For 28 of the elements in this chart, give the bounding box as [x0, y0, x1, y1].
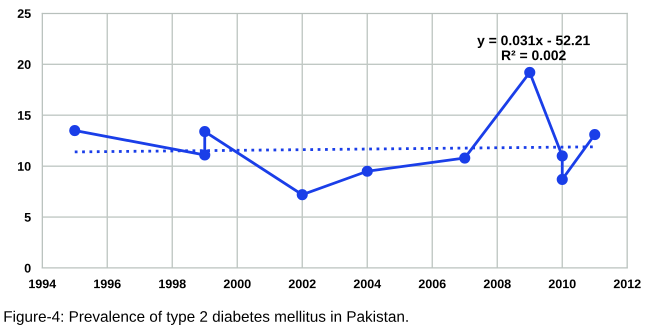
point — [69, 124, 80, 136]
point — [362, 166, 373, 177]
point — [296, 189, 308, 200]
x-tick-label: 1998 — [159, 279, 186, 288]
point — [199, 149, 210, 161]
x-tick-label: 2008 — [484, 279, 511, 288]
x-tick-label: 1996 — [94, 279, 121, 288]
point — [459, 152, 470, 164]
point — [524, 66, 536, 78]
x-tick-label: 2006 — [418, 279, 446, 288]
y-tick-label: 15 — [18, 111, 31, 120]
text: Figure-4: Prevalence of type 2 diabetes mellitus in Pakistan. — [4, 310, 408, 325]
x-tick-label: 2012 — [614, 279, 641, 288]
y-tick-label: 20 — [18, 60, 31, 69]
annotation: y = 0.031x - 52.21 R² = 0.002 — [477, 35, 590, 60]
y-tick-label: 10 — [18, 162, 31, 171]
x-tick-label: 2004 — [354, 279, 382, 288]
point — [556, 174, 568, 185]
point — [589, 129, 600, 140]
y-tick-label: 5 — [24, 213, 31, 222]
x-tick-label: 2000 — [224, 279, 251, 288]
x-tick-label: 1994 — [29, 279, 56, 288]
x-tick-label: 2002 — [288, 279, 316, 288]
point — [199, 126, 210, 138]
x-tick-label: 2010 — [548, 279, 576, 288]
point — [556, 150, 568, 162]
y-tick-label: 25 — [18, 9, 31, 18]
y-tick-label: 0 — [24, 264, 31, 273]
